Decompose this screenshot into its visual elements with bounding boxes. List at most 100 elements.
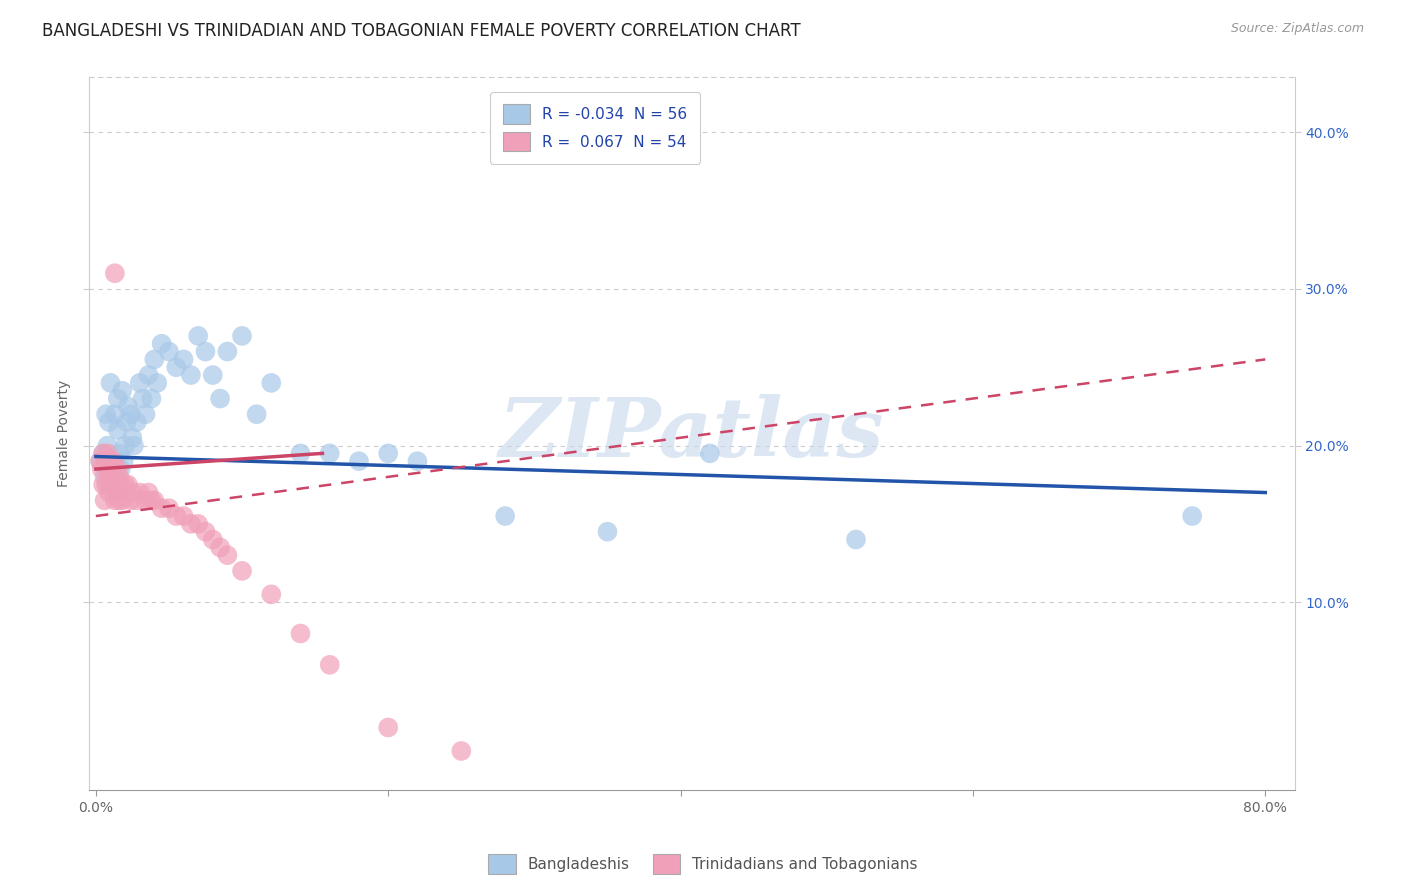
Point (260, 376, 283, 390)
Point (319, 446, 342, 460)
Point (194, 344, 217, 359)
Point (209, 392, 232, 406)
Point (406, 454, 429, 468)
Point (150, 336, 173, 351)
Point (150, 501, 173, 516)
Point (96, 462, 118, 476)
Text: BANGLADESHI VS TRINIDADIAN AND TOBAGONIAN FEMALE POVERTY CORRELATION CHART: BANGLADESHI VS TRINIDADIAN AND TOBAGONIA… (42, 22, 801, 40)
Point (141, 493, 163, 508)
Point (89, 454, 111, 468)
Point (231, 329, 253, 343)
Point (138, 368, 160, 382)
Text: Source: ZipAtlas.com: Source: ZipAtlas.com (1230, 22, 1364, 36)
Point (319, 657, 342, 672)
Point (187, 329, 209, 343)
Legend: R = -0.034  N = 56, R =  0.067  N = 54: R = -0.034 N = 56, R = 0.067 N = 54 (491, 92, 700, 163)
Point (143, 352, 166, 367)
Point (125, 493, 148, 508)
Point (98, 415, 121, 429)
Point (165, 509, 187, 524)
Point (104, 266, 127, 280)
Point (347, 454, 370, 468)
Point (117, 477, 139, 491)
Point (100, 454, 122, 468)
Point (114, 477, 136, 491)
Point (108, 446, 131, 460)
Point (105, 477, 128, 491)
Point (128, 485, 150, 500)
Point (104, 470, 127, 484)
Point (201, 533, 224, 547)
Point (180, 516, 202, 531)
Point (494, 509, 516, 524)
Point (260, 587, 283, 601)
Point (125, 415, 148, 429)
Point (100, 376, 122, 390)
Point (231, 564, 253, 578)
Point (98, 485, 121, 500)
Point (217, 548, 239, 562)
Point (104, 493, 127, 508)
Point (157, 344, 180, 359)
Point (96, 446, 118, 460)
Legend: Bangladeshis, Trinidadians and Tobagonians: Bangladeshis, Trinidadians and Tobagonia… (482, 848, 924, 880)
Point (108, 470, 131, 484)
Y-axis label: Female Poverty: Female Poverty (58, 380, 72, 487)
Point (450, 744, 472, 758)
Point (121, 431, 143, 445)
Point (122, 438, 145, 452)
Point (111, 384, 134, 398)
Point (290, 446, 312, 460)
Point (112, 454, 135, 468)
Point (91, 446, 114, 460)
Point (104, 462, 127, 476)
Point (91, 446, 114, 460)
Point (173, 352, 195, 367)
Point (96, 438, 118, 452)
Point (111, 493, 134, 508)
Point (120, 493, 142, 508)
Point (101, 462, 124, 476)
Point (845, 533, 868, 547)
Point (110, 462, 132, 476)
Point (173, 509, 195, 524)
Point (112, 485, 135, 500)
Point (131, 392, 153, 406)
Point (290, 626, 312, 640)
Point (93, 493, 115, 508)
Point (98, 470, 121, 484)
Point (217, 344, 239, 359)
Point (100, 477, 122, 491)
Point (596, 524, 619, 539)
Point (143, 493, 166, 508)
Point (117, 400, 139, 414)
Point (121, 485, 143, 500)
Point (135, 407, 157, 421)
Point (107, 423, 129, 437)
Point (115, 415, 138, 429)
Point (201, 368, 224, 382)
Point (209, 541, 232, 555)
Point (107, 462, 129, 476)
Point (105, 485, 128, 500)
Point (110, 477, 132, 491)
Point (141, 392, 163, 406)
Point (194, 524, 217, 539)
Point (187, 516, 209, 531)
Point (100, 477, 122, 491)
Point (1181, 509, 1204, 524)
Point (89, 454, 111, 468)
Point (94, 454, 117, 468)
Point (96, 462, 118, 476)
Point (103, 454, 125, 468)
Point (120, 407, 142, 421)
Point (146, 376, 169, 390)
Point (94, 407, 117, 421)
Point (103, 454, 125, 468)
Point (90, 462, 112, 476)
Point (107, 392, 129, 406)
Point (699, 446, 721, 460)
Point (377, 721, 399, 735)
Point (115, 485, 138, 500)
Text: ZIPatlas: ZIPatlas (499, 393, 884, 474)
